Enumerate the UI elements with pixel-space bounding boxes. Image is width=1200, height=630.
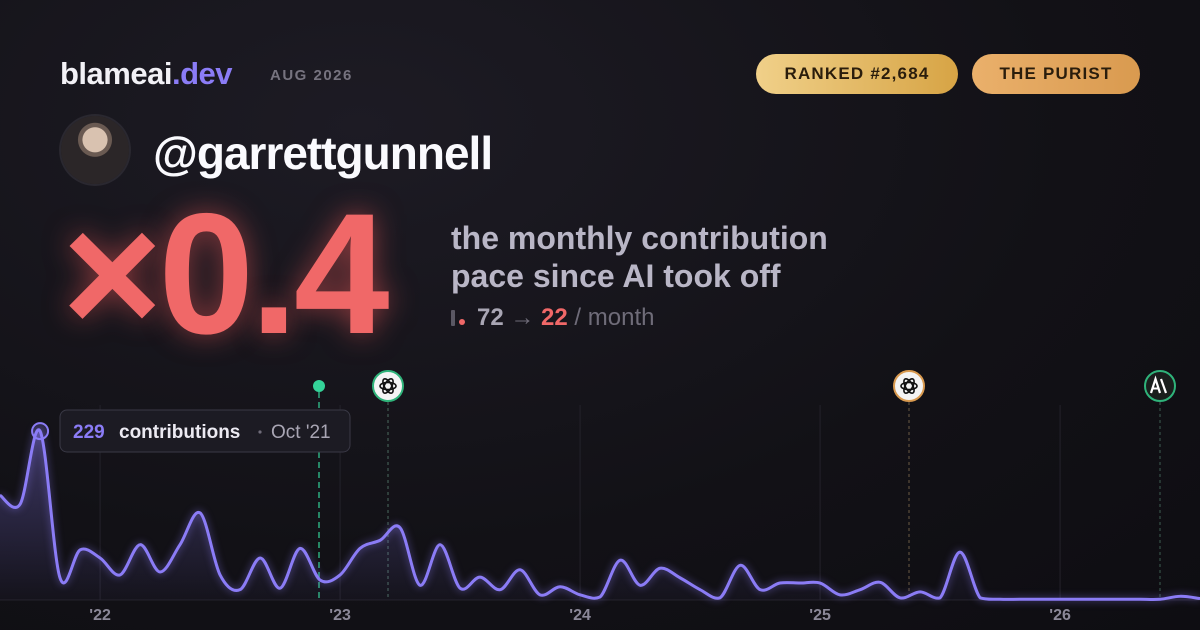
x-axis: '22 '23 '24 '25 '26 (89, 607, 1071, 624)
peak-ring (31, 422, 50, 441)
arrow: → (510, 304, 535, 331)
separator (258, 430, 262, 434)
title-badge: THE PURIST (972, 54, 1140, 94)
tooltip-value: 229 (73, 422, 105, 443)
handle: @garrettgunnell (153, 127, 493, 179)
tooltip: 229 contributions Oct '21 (59, 409, 351, 453)
icon (459, 319, 465, 325)
after: 22 (541, 304, 568, 331)
date: AUG 2026 (270, 67, 353, 84)
peak-marker (31, 422, 50, 441)
tooltip-unit: contributions (119, 422, 240, 443)
line (0, 428, 1200, 601)
x-tick-label: '25 (809, 607, 831, 624)
tooltip-box (59, 409, 351, 453)
icon (451, 310, 455, 326)
anthropic-icon (1144, 370, 1176, 402)
x-tick-label: '22 (89, 607, 111, 624)
x-tick-label: '26 (1049, 607, 1071, 624)
multiplier: ×0.4 (62, 178, 390, 370)
avatar (61, 116, 129, 184)
brand-tld: .dev (171, 56, 233, 91)
x-tick-label: '23 (329, 607, 351, 624)
brand: blameai.dev (60, 56, 232, 92)
x-tick-label: '24 (569, 607, 591, 624)
rank-badge: RANKED #2,684 (756, 54, 958, 94)
brand-name: blameai (60, 56, 172, 91)
before: 72 (477, 304, 504, 331)
event-dot (313, 380, 325, 392)
openai-icon (372, 370, 404, 402)
pace: 72 → 22 / month (451, 304, 654, 332)
description: the monthly contribution pace since AI t… (451, 220, 828, 294)
tooltip-date: Oct '21 (271, 422, 331, 443)
unit: / month (574, 304, 655, 331)
area-fill (0, 429, 1200, 600)
openai-icon (893, 370, 925, 402)
